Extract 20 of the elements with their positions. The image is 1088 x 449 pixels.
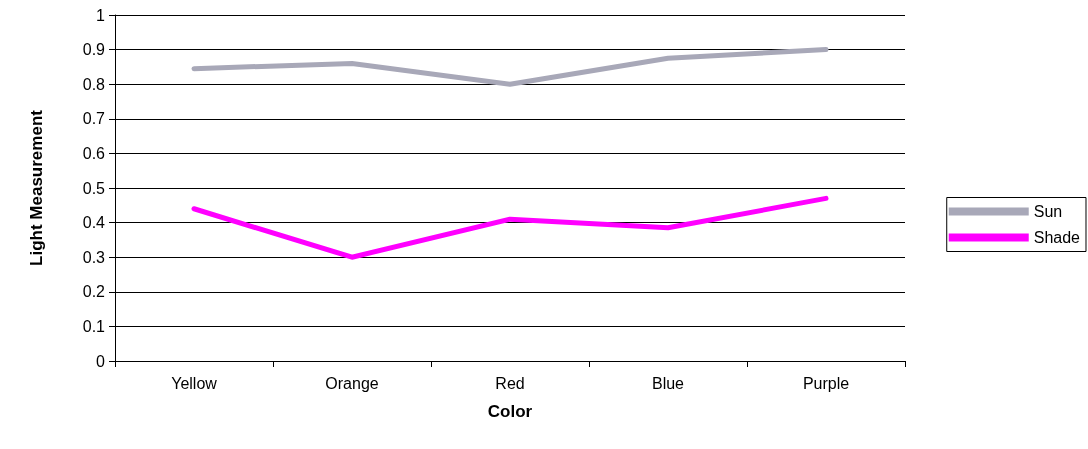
x-tick-label: Orange [325,374,379,392]
x-tick-label: Blue [651,374,685,392]
x-tick-label: Purple [802,374,850,392]
legend-label: Sun [1033,203,1063,220]
y-tick-label: 0.9 [82,41,106,59]
y-tick-label: 0.1 [82,317,106,335]
x-tick-label: Red [495,374,525,392]
y-tick-label: 0 [96,352,106,370]
x-tick-label: Yellow [171,374,218,392]
y-tick-label: 0.8 [82,75,106,93]
y-tick-label: 0.3 [82,248,106,266]
y-tick-label: 0.2 [82,283,106,301]
legend-label: Shade [1033,229,1081,246]
y-axis-title: Light Measurement [27,109,46,266]
y-tick-label: 0.4 [82,214,106,232]
y-tick-label: 0.5 [82,179,106,197]
y-tick-label: 0.6 [82,144,106,162]
y-tick-label: 1 [96,6,106,24]
x-axis-title: Color [487,402,533,421]
y-tick-label: 0.7 [82,110,106,128]
